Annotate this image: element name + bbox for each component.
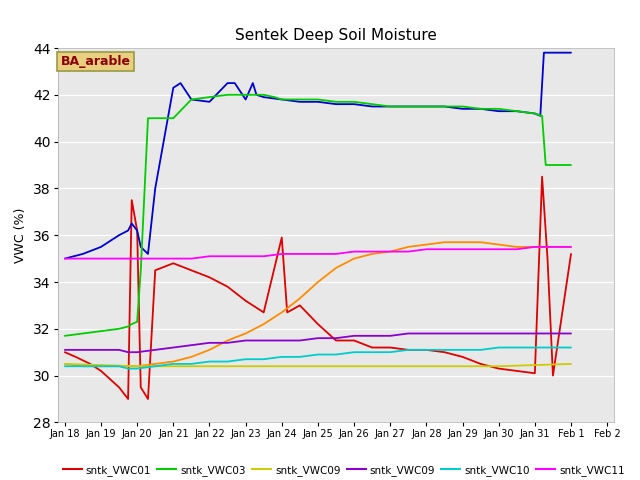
Y-axis label: VWC (%): VWC (%) [15, 207, 28, 263]
Title: Sentek Deep Soil Moisture: Sentek Deep Soil Moisture [235, 28, 437, 43]
Text: BA_arable: BA_arable [60, 55, 131, 68]
Legend: sntk_VWC01, sntk_VWC02, sntk_VWC03, sntk_VWC06, sntk_VWC09, sntk_VWC09, sntk_VWC: sntk_VWC01, sntk_VWC02, sntk_VWC03, sntk… [63, 465, 625, 480]
